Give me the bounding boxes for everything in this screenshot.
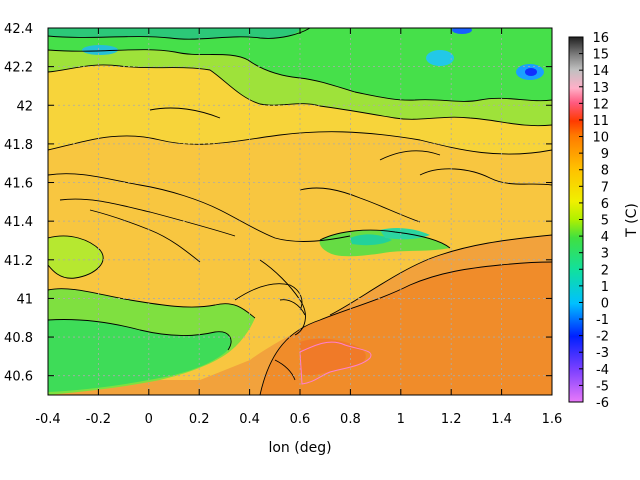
colorbar-tick-label: 7: [601, 180, 609, 195]
y-axis: 40.6 40.8 41 41.2 41.4 41.6 41.8 42 42.2 42.4: [4, 22, 552, 385]
x-tick-label: 0.4: [239, 412, 260, 427]
x-tick-label: 1.2: [441, 412, 462, 427]
y-tick-label: 41: [16, 292, 33, 307]
y-tick-label: 42.4: [4, 22, 33, 37]
colorbar-tick-label: 12: [592, 97, 609, 112]
field-cool-spot-2: [426, 50, 454, 66]
x-tick-label: 0.2: [189, 412, 210, 427]
field-cold-spot-2: [452, 28, 472, 34]
colorbar-tick-label: 13: [592, 81, 609, 96]
field-cold-spot: [525, 68, 537, 76]
y-tick-label: 42.2: [4, 61, 33, 76]
x-axis-title: lon (deg): [268, 440, 331, 456]
colorbar-tick-label: 2: [601, 263, 609, 278]
colorbar-tick-label: -2: [596, 330, 609, 345]
grid-lines: [48, 28, 552, 395]
colorbar-tick-label: 3: [601, 247, 609, 262]
colorbar-tick-label: 5: [601, 214, 609, 229]
colorbar-tick-label: 6: [601, 197, 609, 212]
colorbar-tick-label: -3: [596, 346, 609, 361]
colorbar-tick-label: 11: [592, 114, 609, 129]
colorbar-tick-label: -4: [596, 363, 609, 378]
x-tick-label: 1: [397, 412, 405, 427]
field-west-patch: [48, 235, 104, 279]
field-hot-spot: [300, 338, 366, 376]
x-tick-label: -0.2: [86, 412, 111, 427]
colorbar-tick-label: 0: [601, 296, 609, 311]
colorbar-tick-label: -6: [596, 396, 609, 411]
y-tick-label: 42: [16, 99, 33, 114]
y-tick-label: 40.8: [4, 331, 33, 346]
x-tick-label: 0: [145, 412, 153, 427]
y-tick-label: 41.6: [4, 177, 33, 192]
colorbar-tick-label: 14: [592, 64, 609, 79]
field-southwest-green: [48, 319, 232, 392]
colorbar-tick-label: 8: [601, 164, 609, 179]
colorbar-tick-label: 9: [601, 147, 609, 162]
field-north-teal: [48, 28, 300, 40]
y-tick-label: 41.8: [4, 138, 33, 153]
contour-warmest: [299, 341, 372, 385]
colorbar-tick-label: -5: [596, 379, 609, 394]
x-tick-label: 1.4: [491, 412, 512, 427]
colorbar-label: T (C): [624, 203, 640, 238]
y-tick-label: 41.2: [4, 254, 33, 269]
field-cool-spot-1: [82, 45, 118, 55]
plot-area: -0.4 -0.2 0 0.2 0.4 0.6 0.8 1 1.2 1.4 1.6 40.6 40.8…: [4, 22, 562, 456]
x-tick-label: 1.6: [542, 412, 563, 427]
y-tick-label: 40.6: [4, 370, 33, 385]
y-tick-label: 41.4: [4, 215, 33, 230]
colorbar-tick-label: 10: [592, 131, 609, 146]
contour-lines: [48, 28, 552, 395]
x-tick-label: -0.4: [35, 412, 60, 427]
colorbar-tick-label: 15: [592, 48, 609, 63]
field-ridge-teal: [350, 234, 392, 246]
x-axis: -0.4 -0.2 0 0.2 0.4 0.6 0.8 1 1.2 1.4 1.6: [35, 28, 562, 427]
x-tick-label: 0.6: [290, 412, 311, 427]
colorbar-tick-label: -1: [596, 313, 609, 328]
colorbar-tick-label: 16: [592, 31, 609, 46]
colorbar-tick-label: 1: [601, 280, 609, 295]
x-tick-label: 0.8: [340, 412, 361, 427]
colorbar-tick-label: 4: [601, 230, 609, 245]
